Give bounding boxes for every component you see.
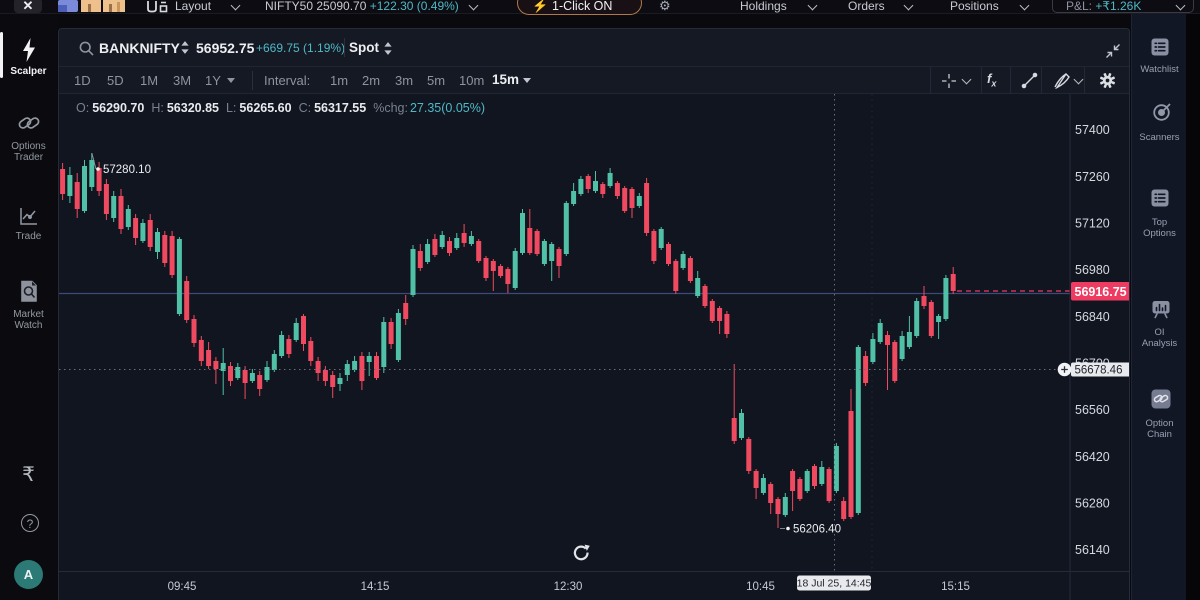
svg-text:10:45: 10:45 <box>746 581 775 593</box>
svg-text:15:15: 15:15 <box>941 581 970 593</box>
svg-text:57120: 57120 <box>1075 217 1110 231</box>
svg-text:56420: 56420 <box>1075 450 1110 464</box>
svg-text:56678.46: 56678.46 <box>1075 364 1123 376</box>
svg-text:56280: 56280 <box>1075 497 1110 511</box>
svg-text:57260: 57260 <box>1075 170 1110 184</box>
svg-text:57400: 57400 <box>1075 123 1110 137</box>
svg-text:56140: 56140 <box>1075 543 1110 557</box>
svg-text:12:30: 12:30 <box>554 581 583 593</box>
svg-text:56206.40: 56206.40 <box>793 524 841 536</box>
svg-text:56840: 56840 <box>1075 310 1110 324</box>
svg-text:14:15: 14:15 <box>361 581 390 593</box>
svg-text:57280.10: 57280.10 <box>103 164 151 176</box>
svg-text:56980: 56980 <box>1075 263 1110 277</box>
svg-text:O:56290.70H:56320.85L:56265.60: O: 56290.70 H: 56320.85 L: 56265.60 C: 56317.55… <box>76 101 485 115</box>
svg-text:56560: 56560 <box>1075 403 1110 417</box>
svg-text:18 Jul 25, 14:45: 18 Jul 25, 14:45 <box>797 578 872 590</box>
svg-text:09:45: 09:45 <box>168 581 197 593</box>
svg-text:56916.75: 56916.75 <box>1075 285 1127 299</box>
